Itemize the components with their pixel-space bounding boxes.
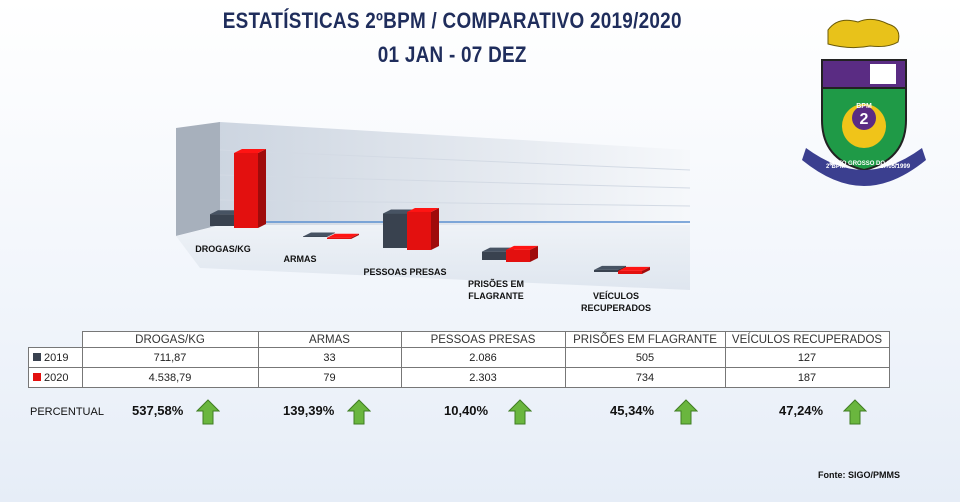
category-label: PRISÕES EM FLAGRANTE xyxy=(467,279,524,301)
bar-front xyxy=(383,213,407,248)
percent-label: 47,24% xyxy=(779,403,824,418)
percent-label: 139,39% xyxy=(283,403,335,418)
table-row: 2019 711,87 33 2.086 505 127 xyxy=(28,347,890,368)
logo: BPM 2 MATO GROSSO DO SUL 2ºBPM 27/05/199… xyxy=(802,18,926,186)
category-label: ARMAS xyxy=(283,254,317,264)
bar xyxy=(303,232,335,237)
bar-side xyxy=(258,149,266,228)
bar-top xyxy=(506,245,538,250)
bar-top xyxy=(594,265,626,270)
bar-front xyxy=(407,211,431,250)
percent-label: 537,58% xyxy=(132,403,184,418)
column-header: PESSOAS PRESAS xyxy=(400,331,566,348)
source: Fonte: SIGO/PMMS xyxy=(818,470,900,480)
bar-front xyxy=(234,153,258,228)
category-label: DROGAS/KG xyxy=(195,244,251,254)
bar-top xyxy=(618,266,650,271)
change-arrow xyxy=(196,399,220,425)
bar xyxy=(618,266,650,274)
table-value: 4.538,79 xyxy=(81,367,259,388)
bar-side xyxy=(327,232,335,237)
back-wall xyxy=(176,122,690,225)
floor xyxy=(176,225,690,290)
legend-swatch xyxy=(33,372,41,381)
bar-top xyxy=(234,149,266,153)
change-arrow xyxy=(843,399,867,425)
bar-front xyxy=(506,249,530,262)
category-label: VEÍCULOS RECUPERADOS xyxy=(580,291,651,313)
arrow-shape xyxy=(674,399,698,425)
data-table: DROGAS/KG ARMAS PESSOAS PRESAS PRISÕES EM F… xyxy=(28,331,890,388)
arrow-shape xyxy=(347,399,371,425)
change-arrow xyxy=(674,399,698,425)
legend-swatch xyxy=(33,352,41,361)
table-value: 2.086 xyxy=(400,347,566,368)
arrow-shape xyxy=(196,399,220,425)
arrow-shape xyxy=(843,399,867,425)
row-header: 2020 xyxy=(28,367,83,388)
change-arrow xyxy=(508,399,532,425)
bar-front xyxy=(594,269,618,272)
row-header: 2019 xyxy=(28,347,83,368)
logo-number: 2 xyxy=(860,111,869,128)
bar xyxy=(327,233,359,239)
bar-side xyxy=(351,233,359,239)
column-header: ARMAS xyxy=(257,331,402,348)
bar-front xyxy=(327,237,351,239)
table-value: 505 xyxy=(564,347,726,368)
table-value: 734 xyxy=(564,367,726,388)
column-header: VEÍCULOS RECUPERADOS xyxy=(724,331,890,348)
bar-side xyxy=(431,207,439,250)
bar-top xyxy=(327,233,359,238)
column-header: PRISÕES EM FLAGRANTE xyxy=(564,331,726,348)
column-header: DROGAS/KG xyxy=(81,331,259,348)
logo-state: MATO GROSSO DO SUL xyxy=(829,161,899,167)
arrow-shape xyxy=(508,399,532,425)
bar-front xyxy=(618,270,642,274)
table-value: 711,87 xyxy=(81,347,259,368)
percent-label: 45,34% xyxy=(610,403,655,418)
logo-unit: BPM xyxy=(856,103,872,110)
table-value: 127 xyxy=(724,347,890,368)
side-wall xyxy=(176,122,220,236)
bar-front xyxy=(303,236,327,237)
bar-top xyxy=(303,232,335,237)
series-name: 2019 xyxy=(44,351,69,364)
wall-grid xyxy=(219,174,691,189)
table-value: 187 xyxy=(724,367,890,388)
wall-grid xyxy=(219,199,691,207)
table-row: 2020 4.538,79 79 2.303 734 187 xyxy=(28,367,890,388)
bar-front xyxy=(482,251,506,260)
title: ESTATÍSTICAS 2ºBPM / COMPARATIVO 2019/20… xyxy=(222,8,682,33)
table-value: 2.303 xyxy=(400,367,566,388)
category-label: PESSOAS PRESAS xyxy=(363,267,447,277)
subtitle: 01 JAN - 07 DEZ xyxy=(377,42,527,67)
bar-side xyxy=(530,245,538,262)
percent-label: 10,40% xyxy=(444,403,489,418)
bar-front xyxy=(210,214,234,226)
change-arrow xyxy=(347,399,371,425)
percent-row-label: PERCENTUAL xyxy=(30,406,104,418)
bar-side xyxy=(642,266,650,274)
bar xyxy=(506,245,538,262)
wall-grid xyxy=(219,149,691,171)
bar-top xyxy=(407,207,439,212)
bar xyxy=(234,149,266,228)
chart: BPM 2 MATO GROSSO DO SUL 2ºBPM 27/05/199… xyxy=(176,18,926,290)
logo-date: 27/05/1999 xyxy=(880,164,911,170)
table-value: 33 xyxy=(257,347,402,368)
table-corner xyxy=(29,332,83,348)
logo-name: 2ºBPM xyxy=(826,164,845,170)
table-value: 79 xyxy=(257,367,402,388)
table-header-row: DROGAS/KG ARMAS PESSOAS PRESAS PRISÕES EM F… xyxy=(29,331,890,348)
series-name: 2020 xyxy=(44,371,69,384)
bar xyxy=(407,207,439,250)
